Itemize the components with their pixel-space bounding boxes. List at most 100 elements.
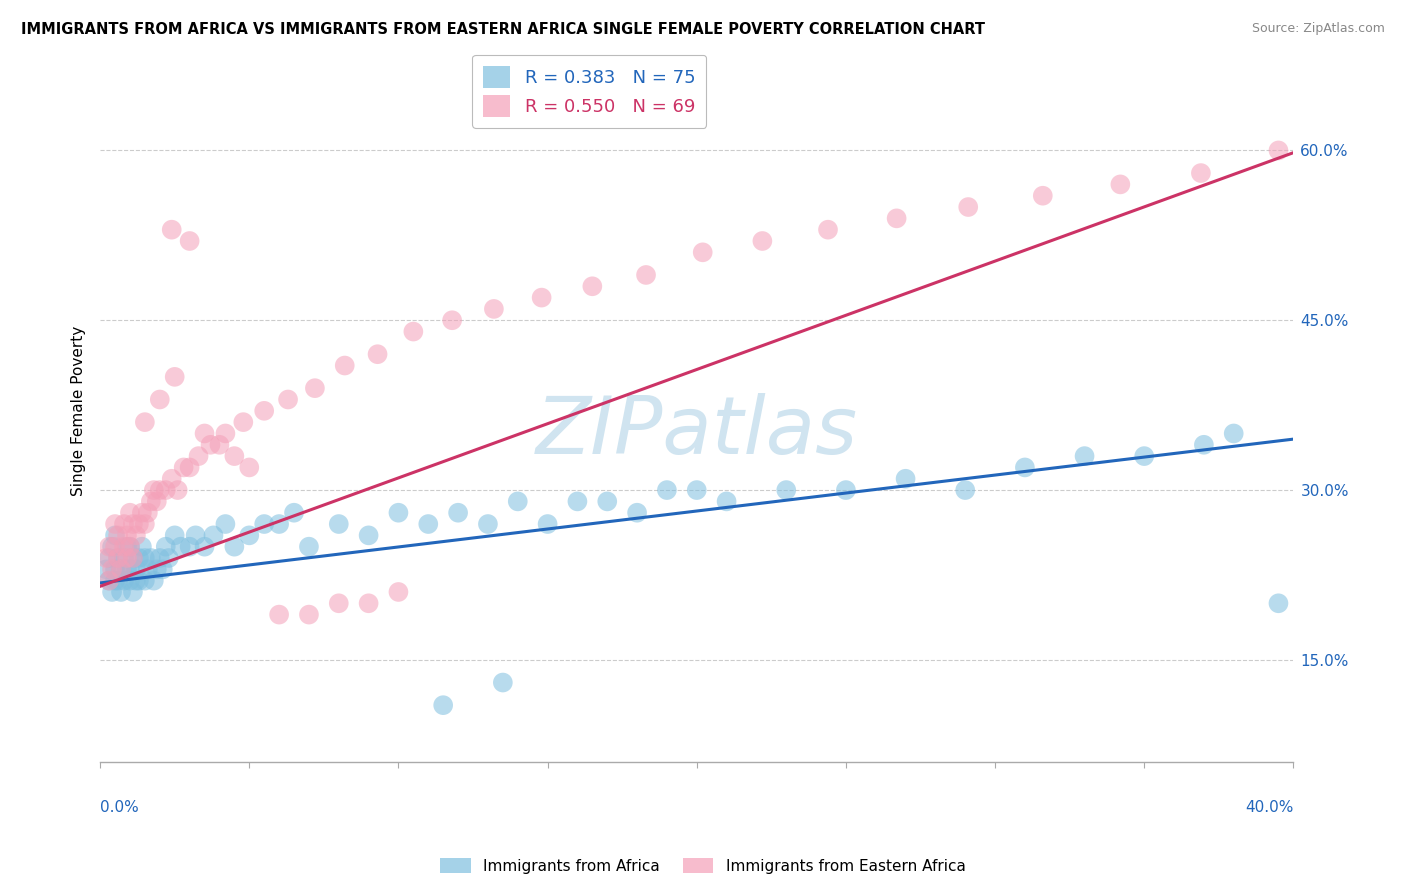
Point xyxy=(224,540,246,554)
Point xyxy=(107,551,129,566)
Point xyxy=(139,551,162,566)
Point xyxy=(122,551,145,566)
Point xyxy=(98,574,121,588)
Point xyxy=(118,540,141,554)
Point xyxy=(125,562,148,576)
Point xyxy=(152,562,174,576)
Point xyxy=(224,449,246,463)
Point xyxy=(232,415,254,429)
Point xyxy=(155,540,177,554)
Point xyxy=(101,540,124,554)
Point xyxy=(200,438,222,452)
Point xyxy=(626,506,648,520)
Point xyxy=(751,234,773,248)
Point xyxy=(122,516,145,531)
Point xyxy=(118,506,141,520)
Point xyxy=(328,596,350,610)
Point xyxy=(136,506,159,520)
Point xyxy=(367,347,389,361)
Point xyxy=(104,574,127,588)
Point xyxy=(716,494,738,508)
Y-axis label: Single Female Poverty: Single Female Poverty xyxy=(72,326,86,496)
Point xyxy=(536,516,558,531)
Point xyxy=(118,540,141,554)
Point xyxy=(506,494,529,508)
Point xyxy=(214,516,236,531)
Point xyxy=(134,574,156,588)
Point xyxy=(149,483,172,497)
Point xyxy=(146,562,169,576)
Point xyxy=(492,675,515,690)
Point xyxy=(118,562,141,576)
Point xyxy=(94,562,117,576)
Point xyxy=(179,460,201,475)
Point xyxy=(269,516,291,531)
Point xyxy=(149,392,172,407)
Point xyxy=(142,483,165,497)
Point xyxy=(118,574,141,588)
Point xyxy=(581,279,603,293)
Point xyxy=(166,483,188,497)
Point xyxy=(955,483,977,497)
Point xyxy=(112,574,135,588)
Point xyxy=(634,268,657,282)
Text: 0.0%: 0.0% xyxy=(100,800,139,815)
Point xyxy=(112,540,135,554)
Point xyxy=(179,540,201,554)
Point xyxy=(104,516,127,531)
Point xyxy=(1267,596,1289,610)
Point xyxy=(131,506,153,520)
Point xyxy=(149,551,172,566)
Point xyxy=(115,540,138,554)
Point xyxy=(1267,144,1289,158)
Point xyxy=(686,483,709,497)
Point xyxy=(775,483,797,497)
Point xyxy=(238,460,260,475)
Point xyxy=(277,392,299,407)
Point xyxy=(128,551,150,566)
Point xyxy=(110,562,132,576)
Point xyxy=(253,516,276,531)
Point xyxy=(112,551,135,566)
Point xyxy=(238,528,260,542)
Point xyxy=(98,574,121,588)
Legend: Immigrants from Africa, Immigrants from Eastern Africa: Immigrants from Africa, Immigrants from … xyxy=(434,852,972,880)
Point xyxy=(333,359,356,373)
Point xyxy=(304,381,326,395)
Point xyxy=(187,449,209,463)
Text: Source: ZipAtlas.com: Source: ZipAtlas.com xyxy=(1251,22,1385,36)
Point xyxy=(107,528,129,542)
Point xyxy=(94,551,117,566)
Point xyxy=(146,494,169,508)
Point xyxy=(402,325,425,339)
Point xyxy=(112,516,135,531)
Point xyxy=(163,369,186,384)
Point xyxy=(387,585,409,599)
Point xyxy=(447,506,470,520)
Point xyxy=(1109,178,1132,192)
Point xyxy=(160,472,183,486)
Point xyxy=(193,426,215,441)
Point xyxy=(170,540,193,554)
Point xyxy=(125,574,148,588)
Point xyxy=(283,506,305,520)
Point xyxy=(128,574,150,588)
Point xyxy=(1192,438,1215,452)
Point xyxy=(104,528,127,542)
Point xyxy=(482,301,505,316)
Point xyxy=(357,596,380,610)
Point xyxy=(1189,166,1212,180)
Point xyxy=(596,494,619,508)
Point xyxy=(134,551,156,566)
Point xyxy=(208,438,231,452)
Point xyxy=(432,698,454,713)
Point xyxy=(98,540,121,554)
Point xyxy=(115,562,138,576)
Point xyxy=(101,585,124,599)
Point xyxy=(179,234,201,248)
Point xyxy=(122,551,145,566)
Point xyxy=(104,562,127,576)
Point xyxy=(886,211,908,226)
Point xyxy=(107,551,129,566)
Text: ZIPatlas: ZIPatlas xyxy=(536,392,858,471)
